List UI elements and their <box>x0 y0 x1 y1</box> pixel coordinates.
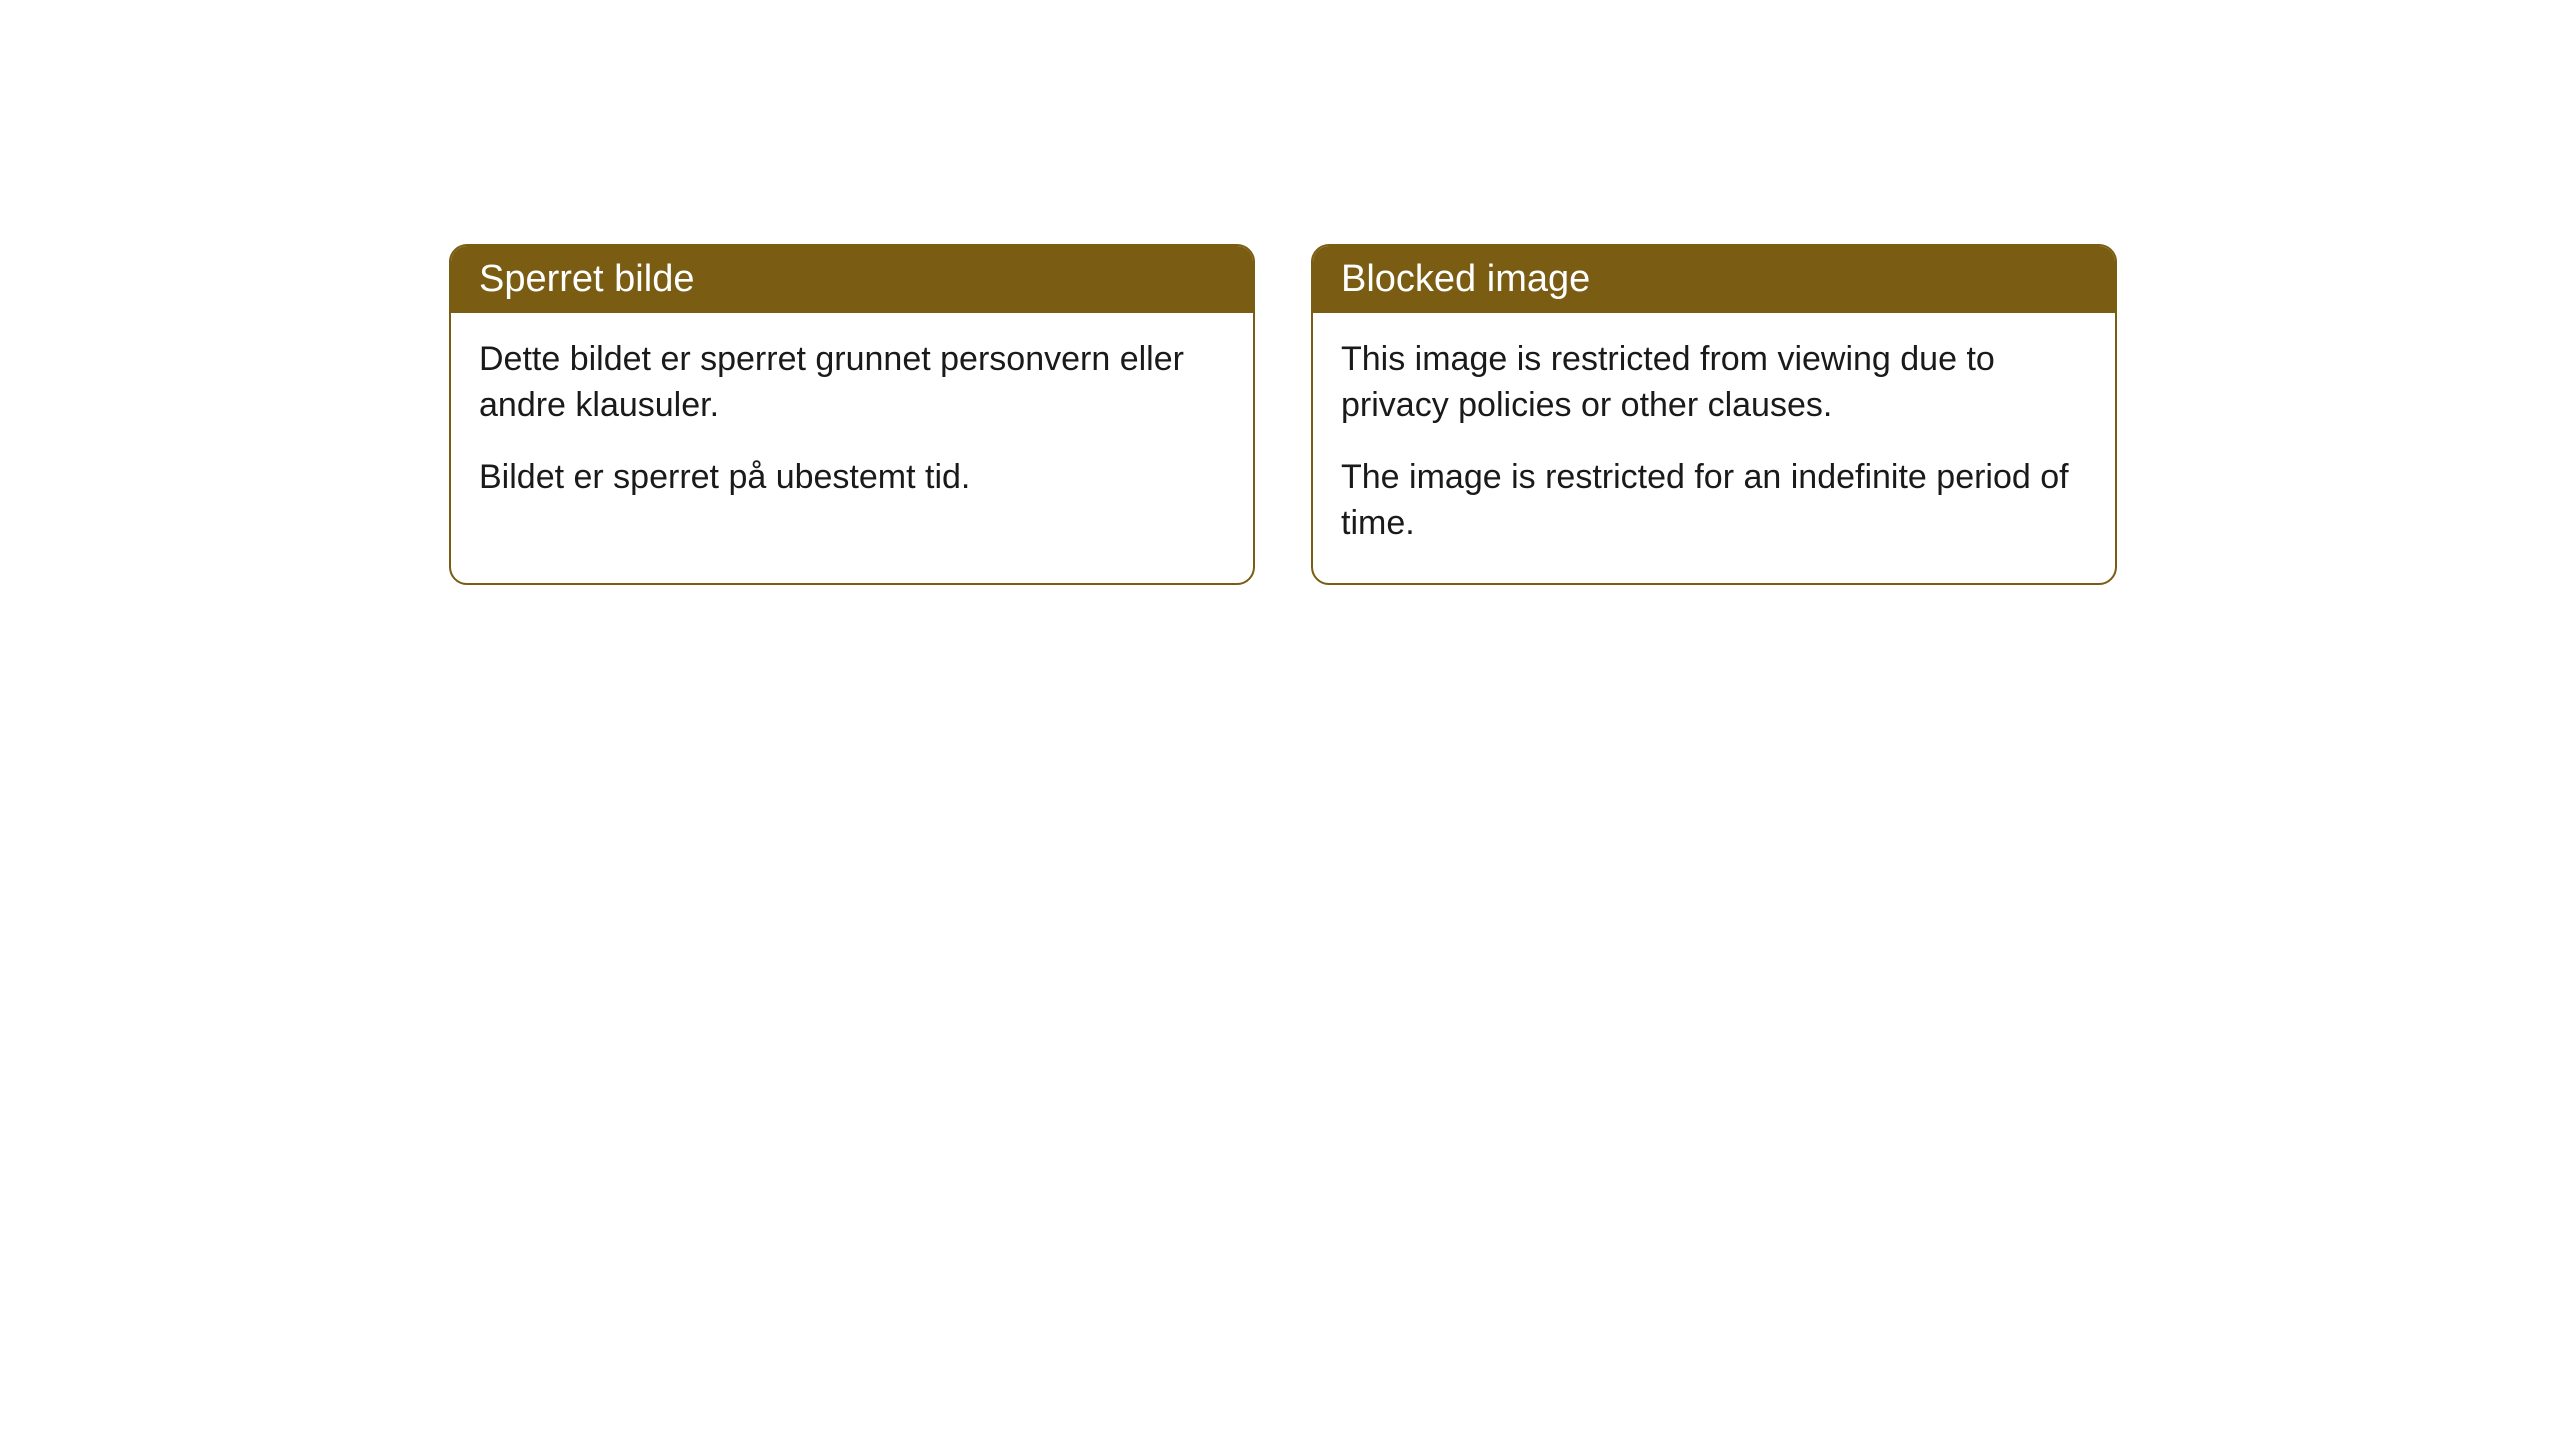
card-title-english: Blocked image <box>1341 258 1590 300</box>
card-text-english-1: This image is restricted from viewing du… <box>1341 337 2087 429</box>
card-title-norwegian: Sperret bilde <box>479 258 694 300</box>
card-body-norwegian: Dette bildet er sperret grunnet personve… <box>451 313 1253 537</box>
card-text-norwegian-2: Bildet er sperret på ubestemt tid. <box>479 455 1225 501</box>
card-text-english-2: The image is restricted for an indefinit… <box>1341 455 2087 547</box>
card-header-english: Blocked image <box>1313 246 2115 313</box>
card-header-norwegian: Sperret bilde <box>451 246 1253 313</box>
card-text-norwegian-1: Dette bildet er sperret grunnet personve… <box>479 337 1225 429</box>
blocked-image-card-english: Blocked image This image is restricted f… <box>1311 244 2117 585</box>
card-body-english: This image is restricted from viewing du… <box>1313 313 2115 583</box>
blocked-image-card-norwegian: Sperret bilde Dette bildet er sperret gr… <box>449 244 1255 585</box>
notice-cards-container: Sperret bilde Dette bildet er sperret gr… <box>449 244 2117 585</box>
